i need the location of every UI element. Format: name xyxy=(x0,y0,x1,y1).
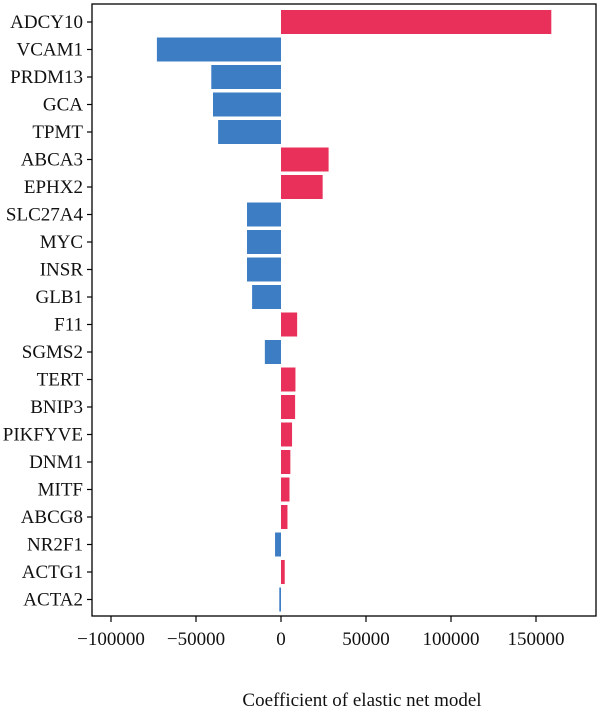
bar-nr2f1 xyxy=(275,532,281,557)
y-tick-label-f11: F11 xyxy=(54,315,83,336)
y-tick-label-myc: MYC xyxy=(40,232,83,253)
bar-tert xyxy=(281,367,296,392)
bar-abca3 xyxy=(281,147,329,172)
bars xyxy=(156,10,552,612)
bar-prdm13 xyxy=(211,65,281,89)
bar-adcy10 xyxy=(281,10,552,34)
bar-sgms2 xyxy=(264,340,281,364)
bar-insr xyxy=(247,257,281,282)
y-tick-label-prdm13: PRDM13 xyxy=(10,67,83,88)
bar-gca xyxy=(213,92,281,117)
y-tick-label-adcy10: ADCY10 xyxy=(10,12,83,33)
y-tick-label-bnip3: BNIP3 xyxy=(30,397,83,418)
bar-tpmt xyxy=(218,120,281,144)
x-tick-label: 150000 xyxy=(508,629,565,650)
bar-glb1 xyxy=(252,285,281,309)
y-tick-label-sgms2: SGMS2 xyxy=(22,342,83,363)
x-tick-label: 100000 xyxy=(423,629,480,650)
x-axis-title: Coefficient of elastic net model xyxy=(242,690,481,711)
bar-ephx2 xyxy=(281,175,323,199)
y-tick-label-acta2: ACTA2 xyxy=(23,590,83,611)
x-tick-label: −50000 xyxy=(167,629,225,650)
x-tick-label: 0 xyxy=(276,629,286,650)
bar-bnip3 xyxy=(281,395,296,419)
bar-myc xyxy=(247,230,281,254)
bar-pikfyve xyxy=(281,422,293,447)
plot-frame xyxy=(91,3,597,617)
y-tick-labels: ADCY10 VCAM1 PRDM13 GCA TPMT ABCA3 EPHX2 SLC27A… xyxy=(3,12,84,611)
x-ticks xyxy=(110,616,537,622)
y-tick-label-nr2f1: NR2F1 xyxy=(27,535,83,556)
y-tick-label-dnm1: DNM1 xyxy=(29,452,83,473)
y-tick-label-insr: INSR xyxy=(40,260,84,281)
bar-f11 xyxy=(281,312,298,337)
y-tick-label-pikfyve: PIKFYVE xyxy=(3,425,83,446)
y-tick-label-slc27a4: SLC27A4 xyxy=(6,205,84,226)
y-tick-label-abca3: ABCA3 xyxy=(21,150,83,171)
bar-vcam1 xyxy=(156,37,281,62)
x-tick-label: −100000 xyxy=(77,629,145,650)
bar-acta2 xyxy=(279,587,281,612)
x-tick-labels: −100000 −50000 0 50000 100000 150000 xyxy=(77,629,564,650)
y-tick-label-tert: TERT xyxy=(37,370,84,391)
y-tick-label-glb1: GLB1 xyxy=(36,287,84,308)
y-tick-label-tpmt: TPMT xyxy=(32,122,83,143)
y-tick-label-abcg8: ABCG8 xyxy=(21,507,83,528)
y-ticks xyxy=(87,21,92,601)
y-tick-label-actg1: ACTG1 xyxy=(22,562,83,583)
bar-dnm1 xyxy=(281,450,291,474)
y-tick-label-vcam1: VCAM1 xyxy=(16,40,83,61)
y-tick-label-mitf: MITF xyxy=(38,480,83,501)
x-tick-label: 50000 xyxy=(342,629,390,650)
y-tick-label-gca: GCA xyxy=(43,95,83,116)
bar-abcg8 xyxy=(281,505,288,529)
y-tick-label-ephx2: EPHX2 xyxy=(24,177,83,198)
bar-slc27a4 xyxy=(247,202,281,227)
bar-actg1 xyxy=(281,560,285,584)
bar-mitf xyxy=(281,477,290,502)
